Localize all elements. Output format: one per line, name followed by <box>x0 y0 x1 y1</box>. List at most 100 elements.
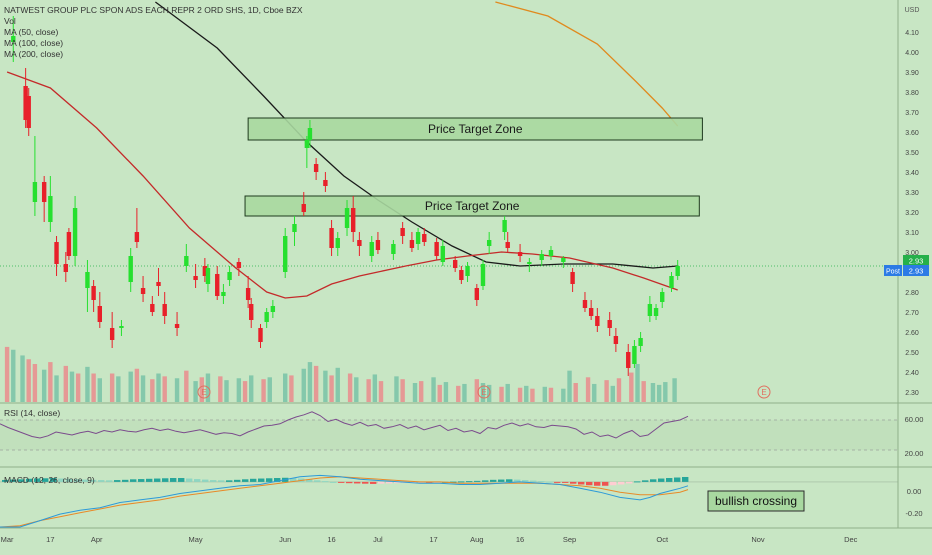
candle <box>474 284 480 306</box>
volume-bar <box>418 381 424 402</box>
macd-histogram-bar <box>394 481 401 484</box>
candle <box>227 266 232 286</box>
legend-ma200: MA (200, close) <box>4 49 63 59</box>
time-tick-6: Jul <box>373 535 383 544</box>
candle <box>502 216 507 240</box>
time-tick-3: May <box>189 535 203 544</box>
rsi-tick-60: 60.00 <box>905 415 924 424</box>
volume-bar <box>75 373 81 402</box>
candle <box>140 276 146 302</box>
macd-histogram-bar <box>50 478 57 482</box>
candle-body <box>227 272 232 280</box>
candle <box>109 312 115 348</box>
candle <box>517 244 523 262</box>
volume-bar <box>283 373 288 402</box>
candle <box>548 246 554 260</box>
candle <box>400 222 405 244</box>
candle <box>205 264 211 292</box>
volume-bar <box>663 382 668 402</box>
volume-bar <box>372 374 378 402</box>
time-tick-12: Nov <box>751 535 765 544</box>
candle-body <box>344 208 350 228</box>
candle-body <box>459 270 464 280</box>
macd-histogram-bar <box>466 481 473 483</box>
candle-body <box>505 242 510 248</box>
earnings-marker-3[interactable]: E <box>757 385 771 399</box>
candle-body <box>480 264 486 286</box>
candle <box>307 120 313 148</box>
candle <box>184 244 189 272</box>
candle <box>505 232 510 252</box>
earnings-marker-1[interactable]: E <box>197 385 211 399</box>
time-tick-13: Dec <box>844 535 858 544</box>
volume-bar <box>134 368 140 402</box>
candle-body <box>570 272 575 284</box>
volume-bar <box>505 383 510 402</box>
candle-body <box>561 258 566 262</box>
candle <box>459 266 464 284</box>
candle <box>632 340 637 368</box>
candle-body <box>539 254 544 260</box>
rsi-label: RSI (14, close) <box>4 408 60 418</box>
bullish-crossing-box <box>707 490 805 512</box>
macd-histogram-bar <box>210 480 217 482</box>
macd-histogram-bar <box>642 480 649 482</box>
candle-body <box>184 256 189 266</box>
macd-histogram-bar <box>314 480 321 482</box>
volume-bar <box>54 375 59 402</box>
candle-body <box>91 286 96 300</box>
candle <box>304 136 310 168</box>
macd-histogram-bar <box>242 479 249 482</box>
volume-bar <box>573 383 578 402</box>
candle <box>292 216 297 246</box>
candle-body <box>97 306 102 322</box>
candle-body <box>409 240 415 248</box>
macd-histogram-bar <box>338 481 345 483</box>
rsi-tick-20: 20.00 <box>905 449 924 458</box>
svg-text:2.93: 2.93 <box>909 267 924 276</box>
candle <box>11 16 16 62</box>
volume-bar <box>261 379 266 402</box>
candle-body <box>313 164 319 172</box>
macd-label: MACD (12, 26, close, 9) <box>4 475 95 485</box>
candle-body <box>638 338 643 346</box>
volume-bar <box>97 378 102 402</box>
candle <box>270 300 276 318</box>
price-tick-3-90: 3.90 <box>905 70 919 77</box>
candle <box>638 332 643 352</box>
volume-bar <box>313 365 319 402</box>
candle <box>486 232 492 254</box>
macd-histogram-bar <box>58 478 65 482</box>
candle <box>607 312 612 336</box>
candle-body <box>415 232 421 244</box>
macd-histogram-bar <box>138 479 145 482</box>
volume-bar <box>63 365 69 402</box>
candle <box>193 264 198 288</box>
volume-bar <box>567 370 572 402</box>
candle <box>97 292 102 328</box>
volume-bar <box>548 387 554 402</box>
candle <box>313 158 319 180</box>
post-price-badge: Post 2.93 <box>884 265 929 276</box>
candle <box>588 300 594 320</box>
candle <box>91 280 96 312</box>
candle-body <box>391 244 396 254</box>
macd-tick-zero: 0.00 <box>907 487 922 496</box>
candle <box>221 284 226 304</box>
macd-histogram-bar <box>266 478 273 482</box>
price-tick-3-00: 3.00 <box>905 250 919 257</box>
volume-bar <box>585 377 591 402</box>
price-tick-4-00: 4.00 <box>905 50 919 57</box>
volume-bar <box>530 388 535 402</box>
candle-body <box>675 266 680 276</box>
macd-histogram-bar <box>218 480 225 482</box>
earnings-marker-2[interactable]: E <box>477 385 491 399</box>
candle-body <box>66 232 72 256</box>
candle <box>440 240 446 266</box>
candle <box>23 68 28 128</box>
macd-histogram-bar <box>530 480 537 482</box>
candle-body <box>162 304 167 316</box>
price-tick-4-10: 4.10 <box>905 30 919 37</box>
candle-body <box>283 236 288 272</box>
macd-histogram-bar <box>2 479 9 482</box>
